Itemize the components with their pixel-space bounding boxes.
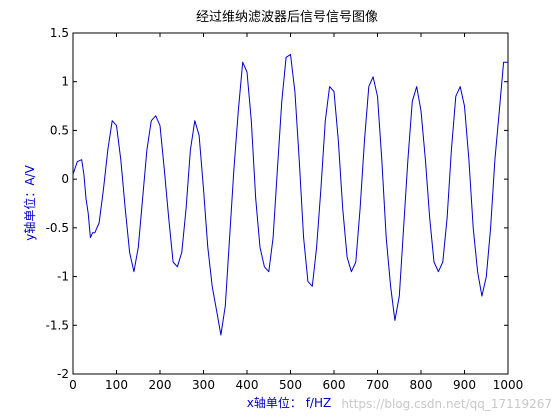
x-axis-label: x轴单位： f/HZ: [247, 395, 331, 410]
y-tick-label: 1.5: [50, 26, 69, 40]
y-tick-label: 0.5: [50, 123, 69, 137]
y-tick-label: -2: [57, 367, 69, 381]
series-layer: [72, 53, 508, 336]
watermark-text: https://blog.csdn.net/qq_17119267: [341, 397, 552, 411]
x-tick-label: 100: [105, 378, 128, 392]
y-tick-label: -1: [57, 270, 69, 284]
x-tick-label: 300: [192, 378, 215, 392]
y-tick-label: -0.5: [46, 221, 69, 235]
x-tick-label: 200: [149, 378, 172, 392]
chart-title: 经过维纳滤波器后信号信号图像: [196, 10, 378, 25]
x-tick-label: 0: [69, 378, 77, 392]
plot-area: [72, 32, 509, 375]
x-tick-label: 700: [366, 378, 389, 392]
x-tick-label: 600: [323, 378, 346, 392]
x-tick-label: 900: [453, 378, 476, 392]
y-axis: -2 -1.5 -1 -0.5 0 0.5 1 1.5: [46, 26, 508, 381]
y-tick-label: 1: [61, 75, 69, 89]
y-tick-label: 0: [61, 172, 69, 186]
x-tick-label: 800: [410, 378, 433, 392]
x-tick-label: 1000: [493, 378, 524, 392]
x-tick-label: 400: [236, 378, 259, 392]
series-line: [72, 53, 508, 336]
x-axis: 0 100 200 300 400 500 600 700 800 900 1000: [69, 33, 523, 392]
x-tick-label: 500: [279, 378, 302, 392]
y-tick-label: -1.5: [46, 318, 69, 332]
y-axis-label: y轴单位：A/V: [22, 164, 37, 240]
